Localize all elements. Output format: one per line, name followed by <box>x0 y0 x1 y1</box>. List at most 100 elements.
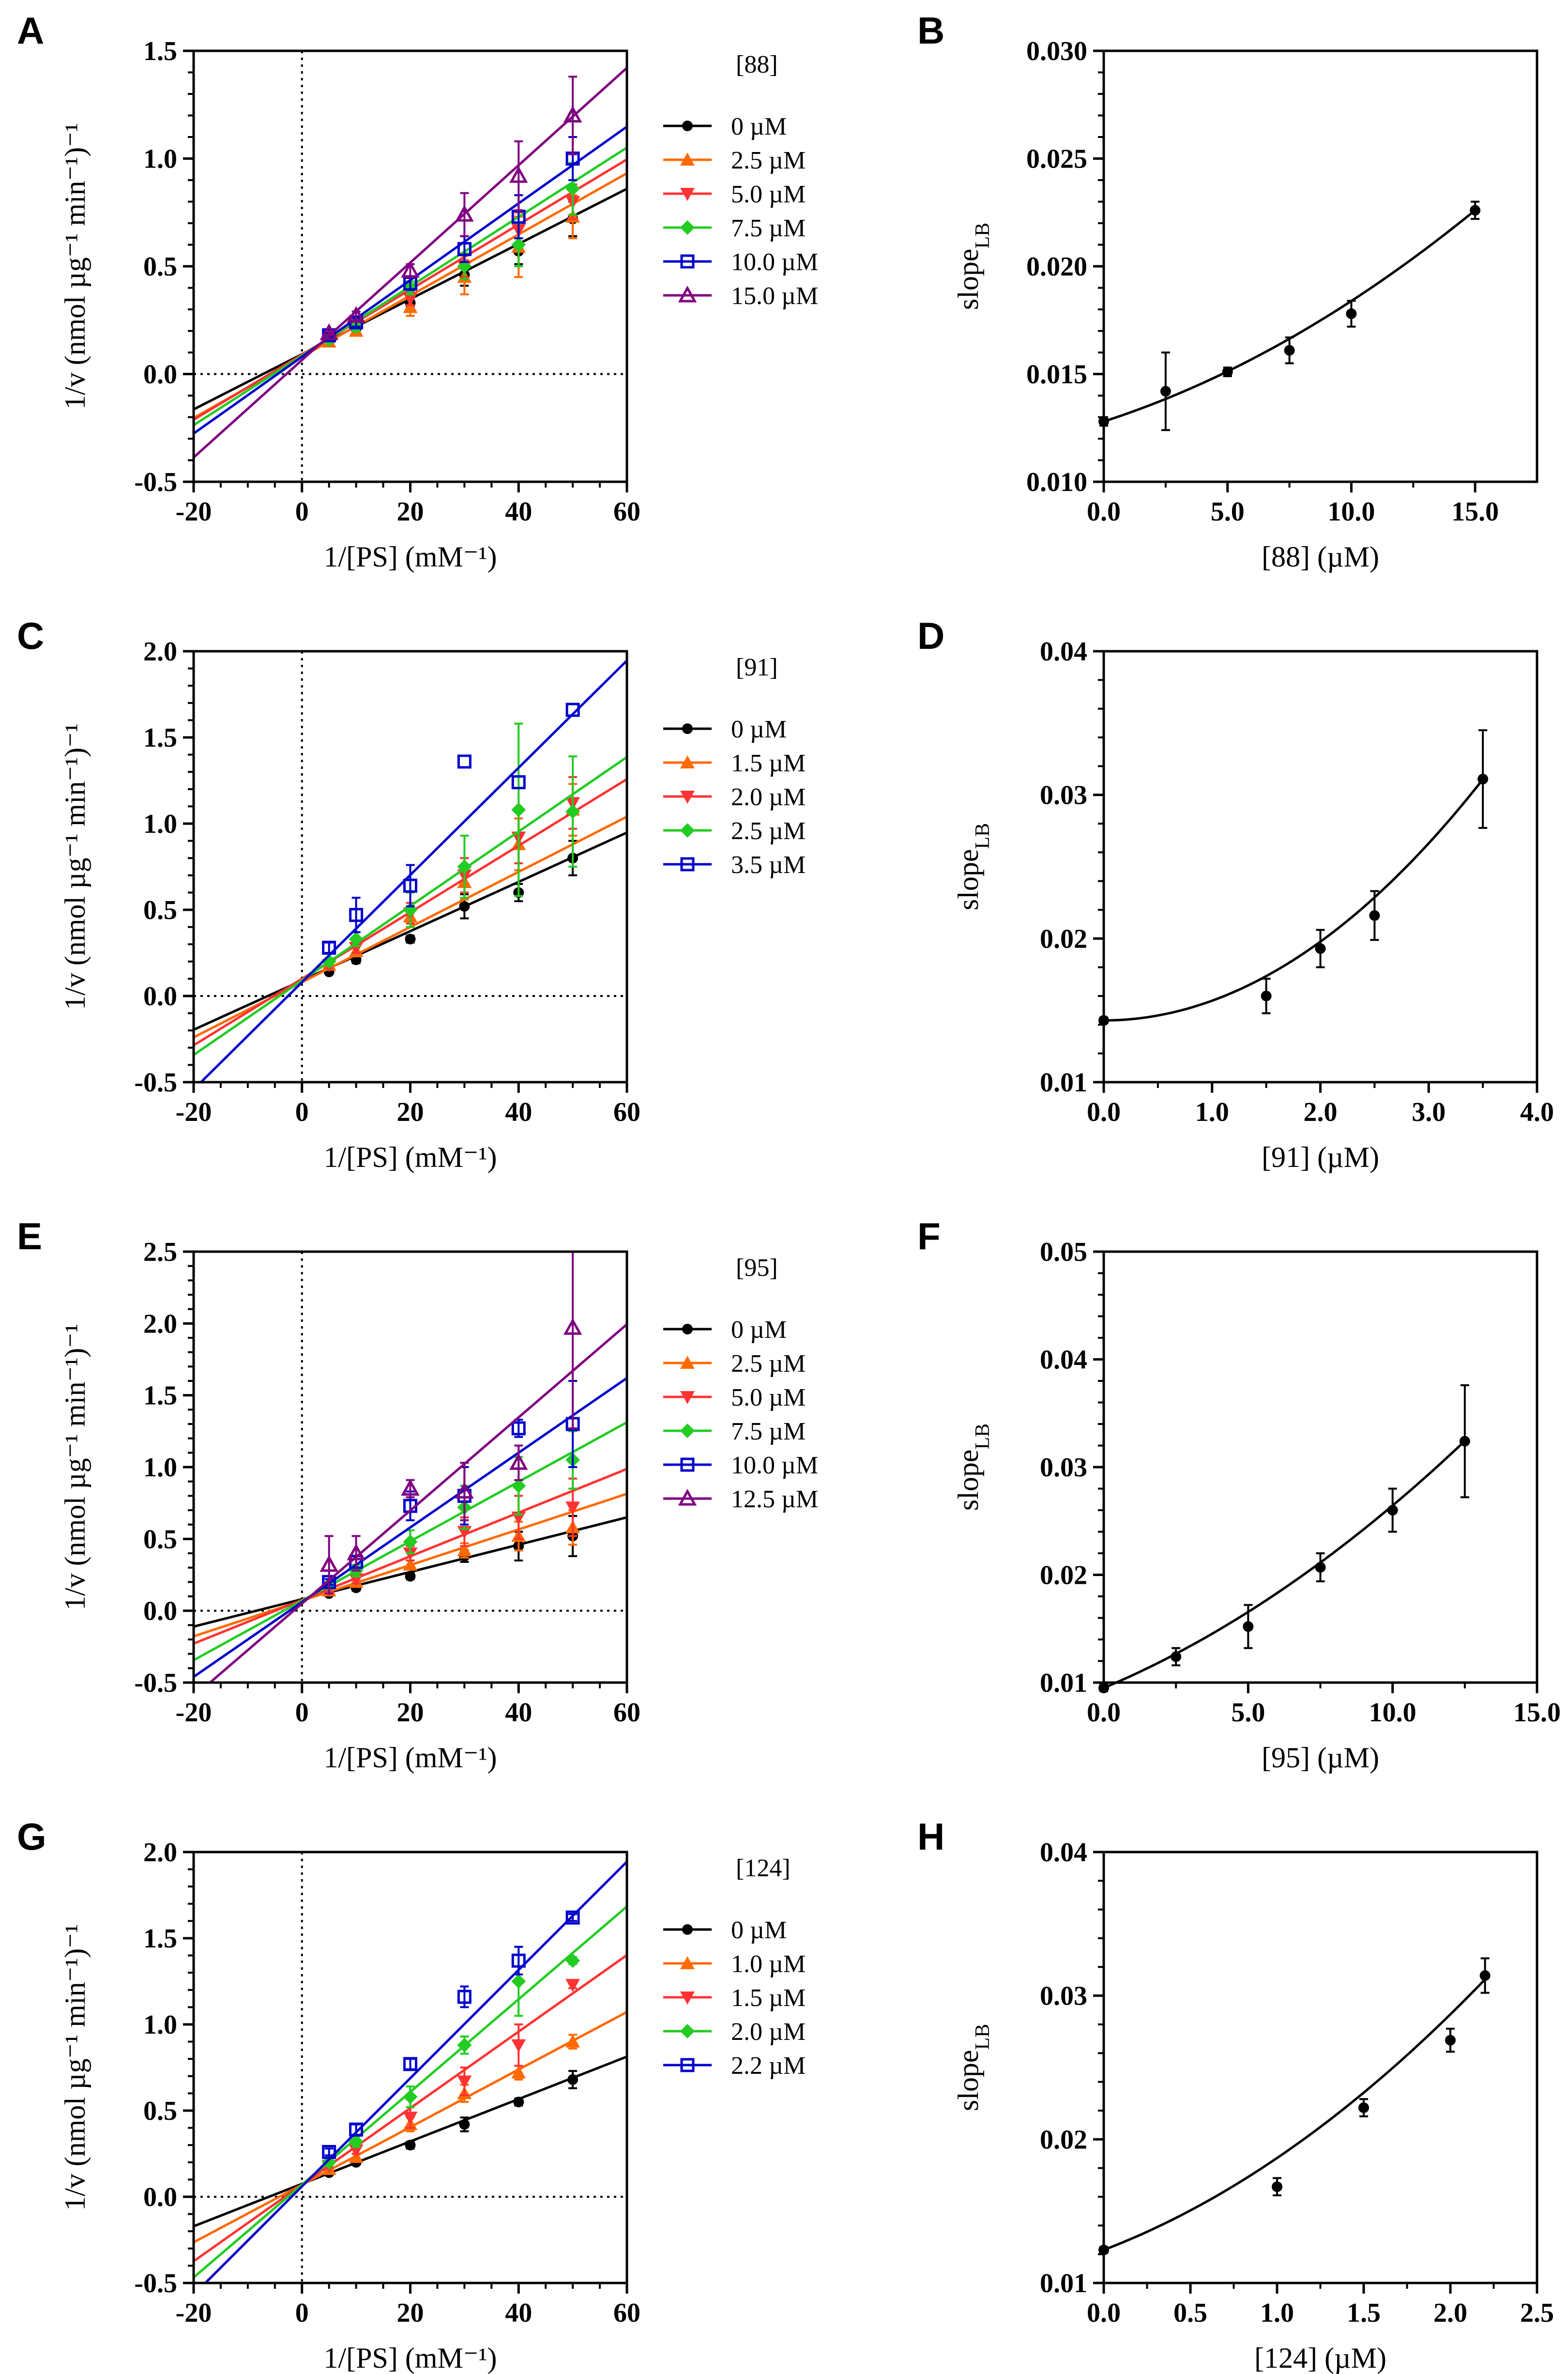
y-tick-label: 0.0 <box>143 1596 177 1626</box>
y-tick-label: 0.04 <box>1040 637 1087 667</box>
legend-item: 2.5 µM <box>663 147 806 174</box>
legend: [91] 0 µM 1.5 µM 2.0 µM 2.5 µM 3.5 µM <box>663 654 806 879</box>
y-tick-label: 0.02 <box>1040 924 1087 954</box>
y-tick-label: 0.02 <box>1040 1561 1087 1591</box>
data-point <box>401 260 420 278</box>
legend-title: [124] <box>736 1854 791 1882</box>
y-tick-label: -0.5 <box>134 1668 177 1698</box>
data-point <box>511 775 526 790</box>
legend: [88] 0 µM 2.5 µM 5.0 µM 7.5 µM 10.0 µM 15.0 µM <box>663 51 818 310</box>
data-point <box>349 908 364 922</box>
legend-item: 1.5 µM <box>663 1984 806 2012</box>
data-point <box>347 1543 365 1561</box>
data-point <box>457 754 472 769</box>
data-point <box>511 2039 526 2052</box>
legend-item: 2.2 µM <box>663 2052 806 2080</box>
y-tick-label: 0.02 <box>1040 2125 1087 2155</box>
data-point-group <box>1160 352 1171 431</box>
data-point <box>1261 991 1272 1001</box>
y-tick-label: 0.010 <box>1026 467 1087 497</box>
y-tick-label: 0.03 <box>1040 1981 1087 2011</box>
data-point <box>349 932 364 947</box>
data-point <box>1272 2181 1282 2192</box>
plot-area <box>194 67 627 459</box>
series-5 <box>194 67 627 459</box>
plot-frame <box>1102 1851 1538 2284</box>
data-point <box>349 2134 364 2149</box>
legend-label: 2.0 µM <box>731 2018 806 2046</box>
x-tick-label: 0.0 <box>1087 1698 1121 1728</box>
data-point <box>455 1482 474 1499</box>
legend-label: 0 µM <box>731 1916 787 1944</box>
legend-item: 7.5 µM <box>663 214 806 242</box>
series-3 <box>194 1421 627 1661</box>
legend-marker <box>680 1991 695 2005</box>
legend-marker <box>680 153 695 166</box>
legend-label: 2.5 µM <box>731 147 806 174</box>
data-point <box>457 1543 472 1557</box>
y-tick-label: 1.5 <box>143 1924 177 1954</box>
legend-item: 15.0 µM <box>663 282 818 310</box>
panel-a: A -20 0 20 40 60 -0.5 0.0 0.5 1.0 1.5 1/[PS] (mM⁻¹)… <box>17 9 818 573</box>
plot-area <box>194 659 627 1082</box>
x-axis-title: [88] (µM) <box>1262 541 1379 573</box>
legend-label: 7.5 µM <box>731 1418 806 1445</box>
x-tick-label: 60 <box>613 497 640 527</box>
plot-area <box>194 1861 627 2283</box>
legend-marker <box>680 1457 695 1472</box>
x-tick-label: 20 <box>397 1698 424 1728</box>
series-4 <box>194 1377 627 1678</box>
data-point <box>459 901 470 912</box>
data-point <box>403 1557 418 1571</box>
panel-c: C -20 0 20 40 60 -0.5 0.0 0.5 1.0 1.5 2.0 1/[PS] (mM… <box>17 614 806 1173</box>
legend-marker <box>682 723 693 734</box>
data-point <box>565 181 580 196</box>
x-tick-label: 15.0 <box>1513 1698 1561 1728</box>
data-point <box>1387 1505 1398 1516</box>
panel-b: B 0.0 5.0 10.0 15.0 0.010 0.015 0.020 0.025 0.030… <box>917 9 1538 573</box>
data-point <box>565 1910 580 1925</box>
y-tick-label: 0.025 <box>1026 144 1087 174</box>
y-axis-title-main: slope <box>952 2050 984 2112</box>
legend-label: 12.5 µM <box>731 1486 818 1513</box>
legend: [124] 0 µM 1.0 µM 1.5 µM 2.0 µM 2.2 µM <box>663 1854 806 2080</box>
legend-label: 2.5 µM <box>731 1350 806 1378</box>
data-point <box>455 205 474 222</box>
series-line <box>203 1861 627 2283</box>
legend-marker <box>682 1924 693 1935</box>
data-point <box>1160 386 1171 397</box>
legend-item: 3.5 µM <box>663 851 806 879</box>
data-point <box>403 878 417 893</box>
data-point <box>1315 1562 1326 1573</box>
y-tick-label: 0.0 <box>143 2182 177 2212</box>
legend-label: 3.5 µM <box>731 851 806 879</box>
legend-marker <box>680 2058 695 2072</box>
x-tick-label: 2.5 <box>1520 2298 1554 2328</box>
legend-marker <box>680 823 695 838</box>
y-axis-title-main: slope <box>952 249 984 310</box>
data-point <box>457 1990 472 2004</box>
y-axis-title: 1/v (nmol µg⁻¹ min⁻¹)⁻¹ <box>59 1324 91 1610</box>
legend-marker <box>680 1424 695 1438</box>
legend-item: 0 µM <box>663 1316 787 1344</box>
data-point <box>565 2034 580 2048</box>
data-point <box>511 802 526 817</box>
legend-marker <box>680 755 695 768</box>
legend-item: 2.0 µM <box>663 2018 806 2046</box>
x-tick-label: 3.0 <box>1412 1097 1446 1127</box>
y-axis-title: slopeLB <box>952 823 994 910</box>
legend-title: [95] <box>736 1254 778 1282</box>
data-point-group <box>1272 2177 1282 2197</box>
data-point-group <box>1459 1384 1470 1499</box>
x-axis-title: [91] (µM) <box>1262 1141 1379 1173</box>
y-tick-label: 0.01 <box>1040 2268 1087 2298</box>
data-point-group <box>1369 890 1380 941</box>
data-point <box>567 2074 578 2085</box>
y-tick-label: 1.0 <box>143 2010 177 2040</box>
data-point <box>1358 2102 1369 2114</box>
data-point <box>322 940 336 955</box>
y-tick-label: 0.04 <box>1040 1345 1087 1375</box>
data-point <box>1284 345 1295 356</box>
x-tick-label: 40 <box>505 1097 532 1127</box>
x-axis-title: [124] (µM) <box>1254 2342 1386 2374</box>
